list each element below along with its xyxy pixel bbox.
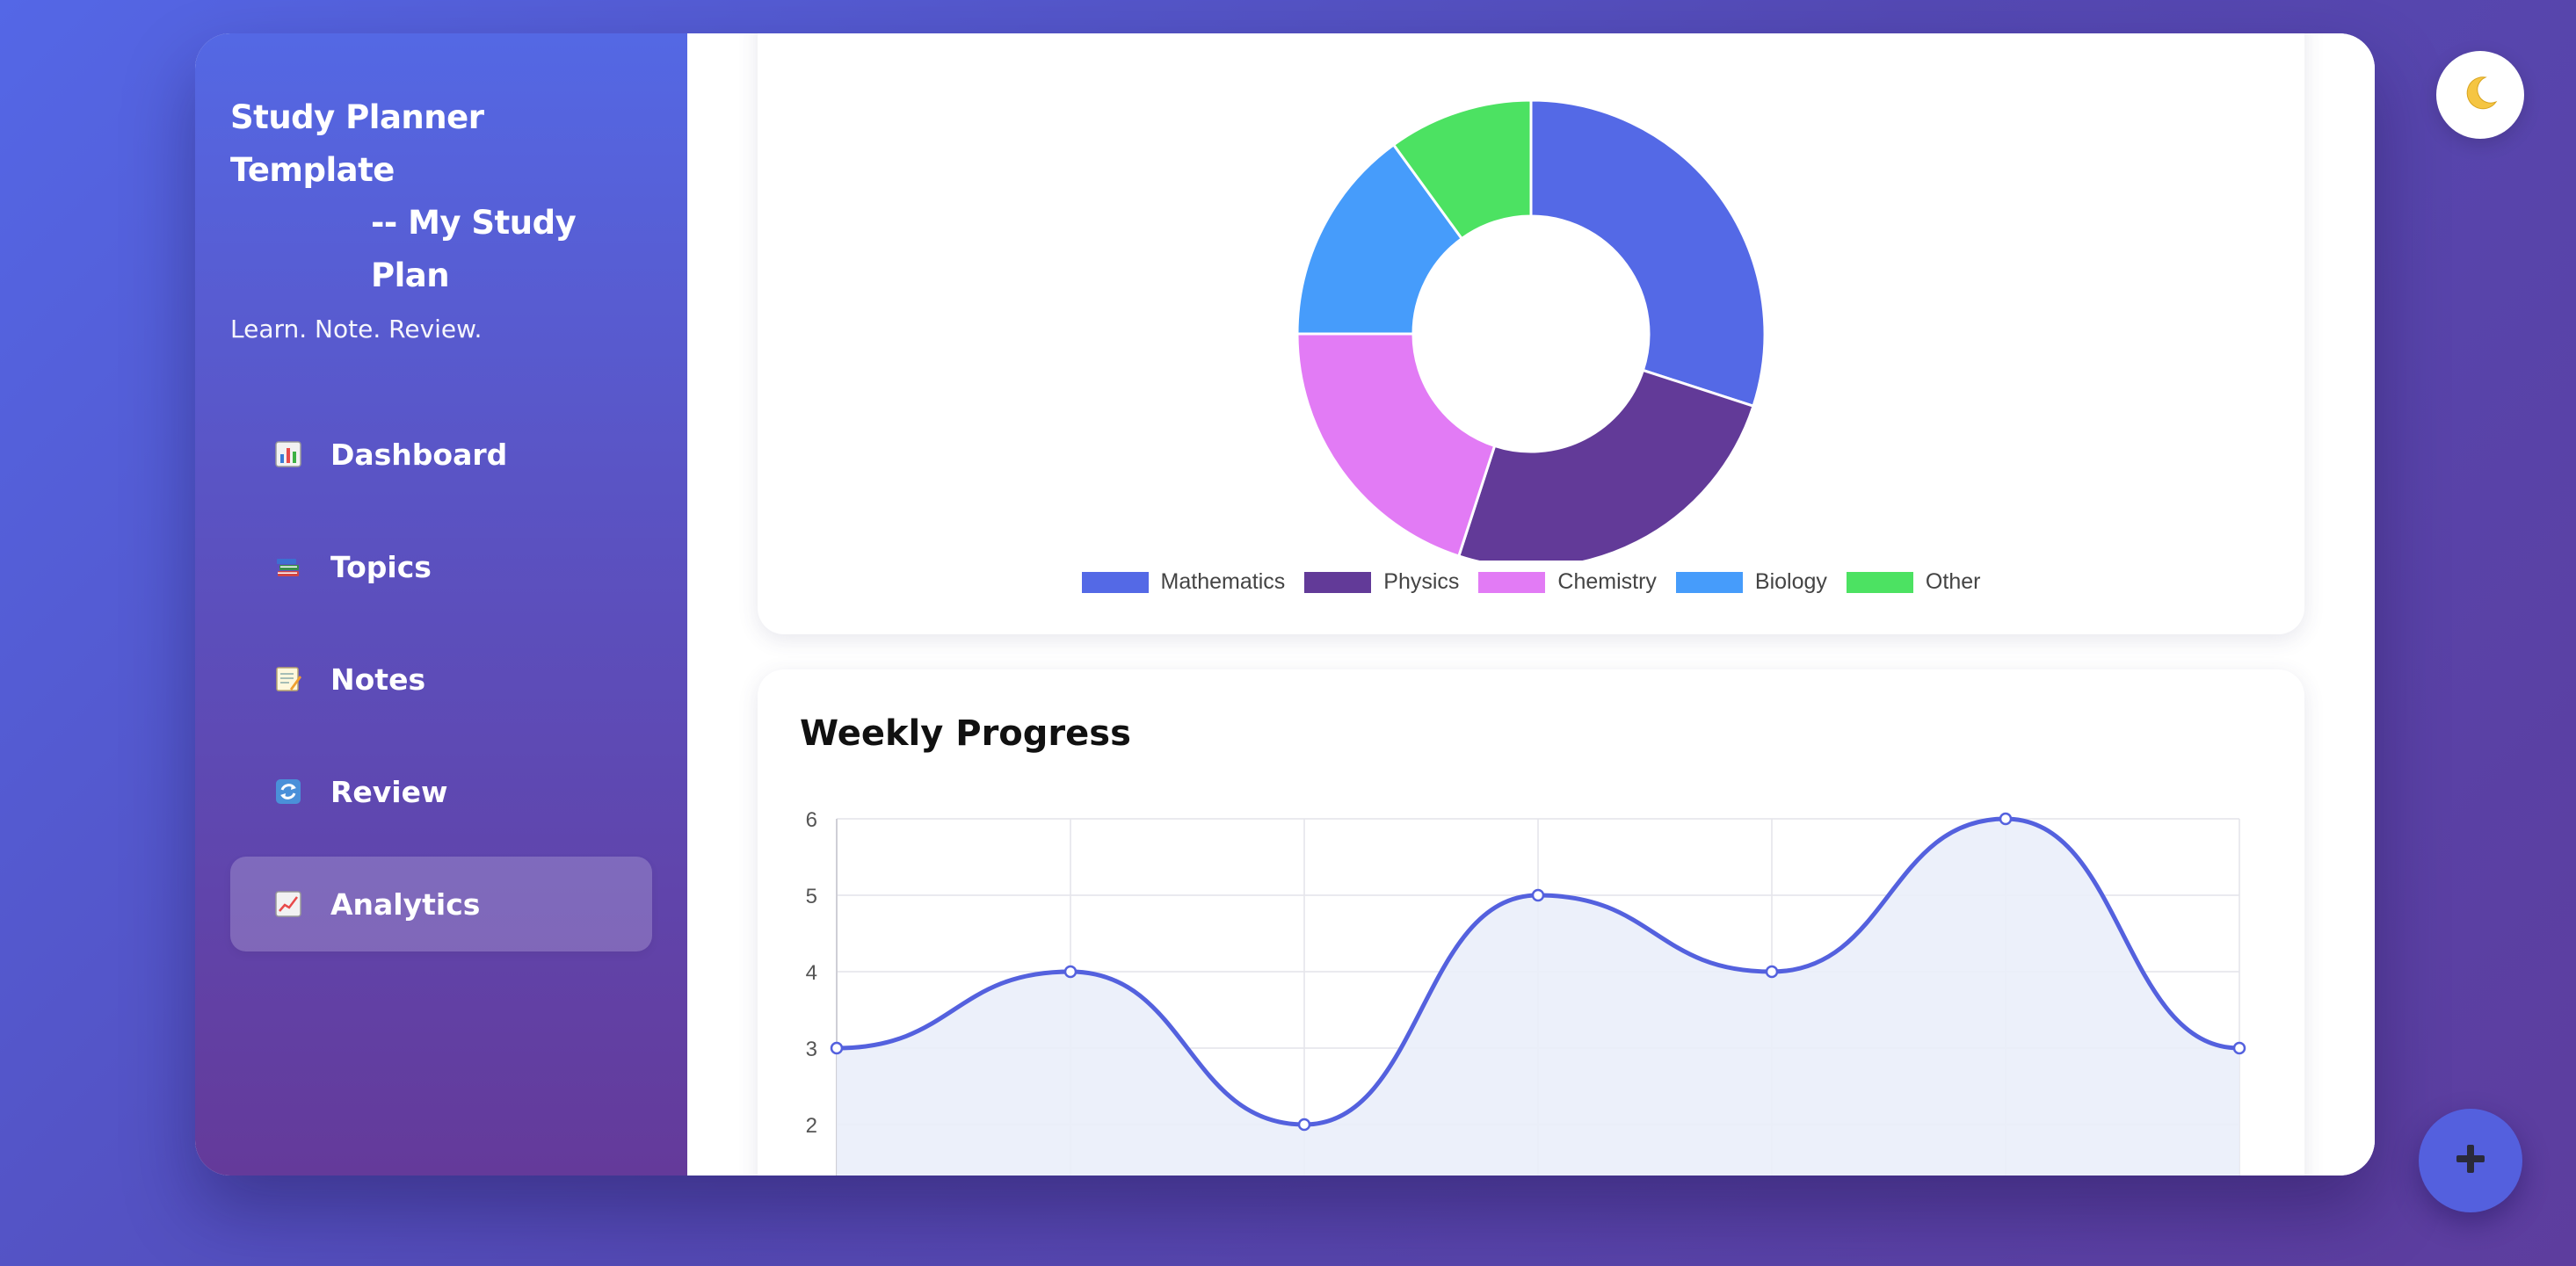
donut-slice-physics: [1456, 368, 1755, 561]
legend-item-other[interactable]: Other: [1846, 569, 1981, 595]
app-title: Study Planner Template -- My Study Plan: [230, 91, 652, 302]
donut-slice-chemistry: [1295, 332, 1497, 558]
sidebar-item-label: Topics: [330, 549, 432, 584]
add-button[interactable]: [2419, 1109, 2522, 1212]
donut-chart: [1295, 98, 1767, 561]
legend-item-mathematics[interactable]: Mathematics: [1081, 569, 1286, 595]
sidebar-item-topics[interactable]: Topics: [230, 519, 652, 614]
legend-swatch: [1846, 571, 1913, 593]
y-tick-label: 5: [806, 885, 817, 908]
progress-data-point: [1765, 965, 1779, 979]
donut-slice-biology: [1295, 142, 1464, 336]
weekly-progress-card: Weekly Progress 2 3 4 5 6: [758, 669, 2304, 1176]
y-tick-label: 3: [806, 1038, 817, 1061]
legend-item-physics[interactable]: Physics: [1304, 569, 1459, 595]
legend-swatch: [1675, 571, 1743, 593]
main-content: Mathematics Physics Chemistry Biology Ot…: [687, 33, 2375, 1176]
memo-icon: [272, 663, 304, 695]
app-tagline: Learn. Note. Review.: [230, 315, 483, 344]
progress-data-point: [1531, 888, 1545, 902]
sidebar-item-notes[interactable]: Notes: [230, 632, 652, 727]
bar-chart-icon: [272, 438, 304, 470]
theme-toggle-button[interactable]: [2436, 51, 2524, 139]
progress-data-point: [1999, 812, 2013, 826]
sidebar: Study Planner Template -- My Study Plan …: [195, 33, 687, 1176]
legend-label: Mathematics: [1160, 569, 1286, 594]
y-tick-label: 2: [806, 1114, 817, 1138]
app-title-line2: -- My Study Plan: [371, 204, 577, 294]
moon-icon: [2459, 72, 2501, 119]
progress-area-fill: [837, 819, 2239, 1176]
legend-label: Other: [1925, 569, 1981, 594]
donut-slice-mathematics: [1529, 98, 1767, 409]
sidebar-item-label: Analytics: [330, 886, 481, 922]
line-chart-icon: [272, 888, 304, 920]
legend-label: Physics: [1383, 569, 1460, 594]
sidebar-item-dashboard[interactable]: Dashboard: [230, 407, 652, 502]
donut-legend: Mathematics Physics Chemistry Biology Ot…: [758, 569, 2304, 595]
y-tick-label: 6: [806, 808, 817, 832]
legend-item-chemistry[interactable]: Chemistry: [1478, 569, 1657, 595]
progress-data-point: [1063, 965, 1078, 979]
weekly-progress-chart: 2 3 4 5 6: [806, 808, 2246, 1176]
legend-item-biology[interactable]: Biology: [1675, 569, 1827, 595]
sidebar-item-label: Dashboard: [330, 437, 508, 472]
sidebar-item-label: Review: [330, 774, 448, 809]
app-title-line1: Study Planner Template: [230, 98, 484, 189]
legend-swatch: [1304, 571, 1372, 593]
sidebar-nav: Dashboard Topics: [230, 407, 652, 951]
subject-distribution-card: Mathematics Physics Chemistry Biology Ot…: [758, 33, 2304, 634]
plus-icon: [2453, 1141, 2488, 1181]
donut-slice-other: [1391, 98, 1533, 241]
progress-data-point: [830, 1041, 844, 1055]
progress-data-point: [2232, 1041, 2246, 1055]
app-window: Study Planner Template -- My Study Plan …: [195, 33, 2375, 1176]
progress-data-point: [1297, 1118, 1311, 1132]
sidebar-item-analytics[interactable]: Analytics: [230, 857, 652, 951]
weekly-progress-title: Weekly Progress: [800, 713, 1131, 754]
sidebar-item-label: Notes: [330, 662, 426, 697]
refresh-icon: [272, 776, 304, 807]
y-tick-label: 4: [806, 961, 817, 985]
legend-label: Biology: [1754, 569, 1827, 594]
sidebar-item-review[interactable]: Review: [230, 744, 652, 839]
legend-swatch: [1081, 571, 1149, 593]
legend-swatch: [1478, 571, 1546, 593]
legend-label: Chemistry: [1557, 569, 1657, 594]
books-icon: [272, 551, 304, 582]
